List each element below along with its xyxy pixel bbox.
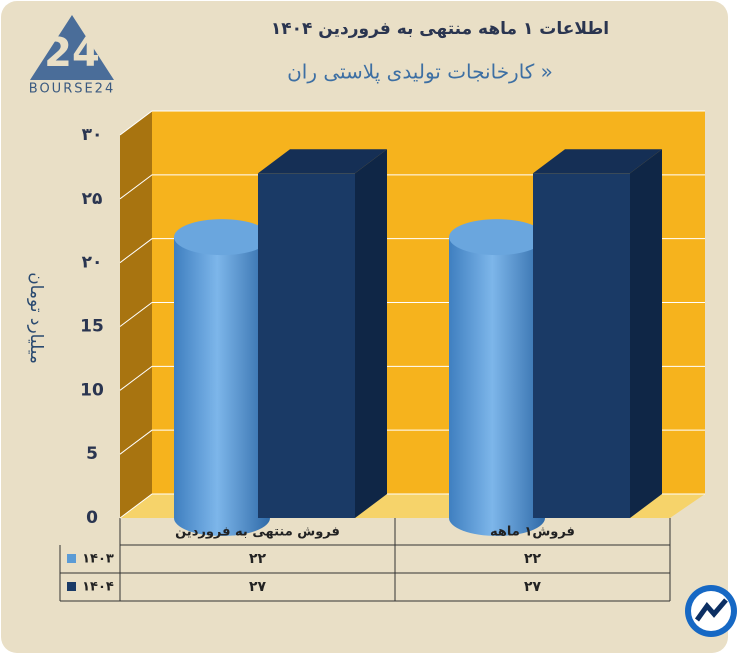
y-tick-label: ۲۰ — [82, 253, 103, 273]
x-tick-label: فروش منتهی به فروردین — [175, 525, 340, 540]
logo: 24 BOURSE24 — [29, 15, 115, 97]
y-tick-label: 15 — [80, 317, 104, 337]
bar — [258, 173, 355, 519]
x-tick-label: فروش۱ ماهه — [490, 525, 575, 540]
y-tick-label: ۳۰ — [82, 125, 103, 145]
legend-swatch — [67, 554, 76, 563]
cylinder — [449, 219, 545, 536]
badge — [685, 585, 737, 637]
chart-title: اطلاعات ۱ ماهه منتهی به فروردین ۱۴۰۴ — [271, 19, 609, 39]
cylinder — [174, 219, 270, 536]
y-tick-label: 5 — [86, 444, 98, 464]
legend-swatch — [67, 582, 76, 591]
bar — [533, 173, 630, 519]
chart-subtitle: کارخانجات تولیدی پلاستی ران » — [287, 60, 553, 85]
y-axis-label: میلیارد تومان — [26, 272, 46, 364]
y-tick-label: 10 — [80, 380, 104, 400]
svg-text:24: 24 — [44, 30, 100, 76]
logo-text: BOURSE24 — [29, 82, 115, 97]
y-tick-label: ۲۵ — [82, 189, 103, 209]
grid-line — [119, 110, 705, 136]
box-side — [355, 149, 387, 519]
table-value: ۲۷ — [249, 579, 267, 595]
y-tick-label: 0 — [86, 508, 98, 528]
legend-label: ۱۴۰۴ — [82, 580, 114, 595]
legend-label: ۱۴۰۳ — [82, 552, 114, 567]
table-value: ۲۲ — [249, 551, 267, 567]
box-top — [258, 149, 387, 174]
grid-line — [119, 174, 705, 200]
table-value: ۲۷ — [524, 579, 542, 595]
box-top — [533, 149, 662, 174]
table-value: ۲۲ — [524, 551, 542, 567]
box-side — [630, 149, 662, 519]
table — [59, 518, 671, 602]
